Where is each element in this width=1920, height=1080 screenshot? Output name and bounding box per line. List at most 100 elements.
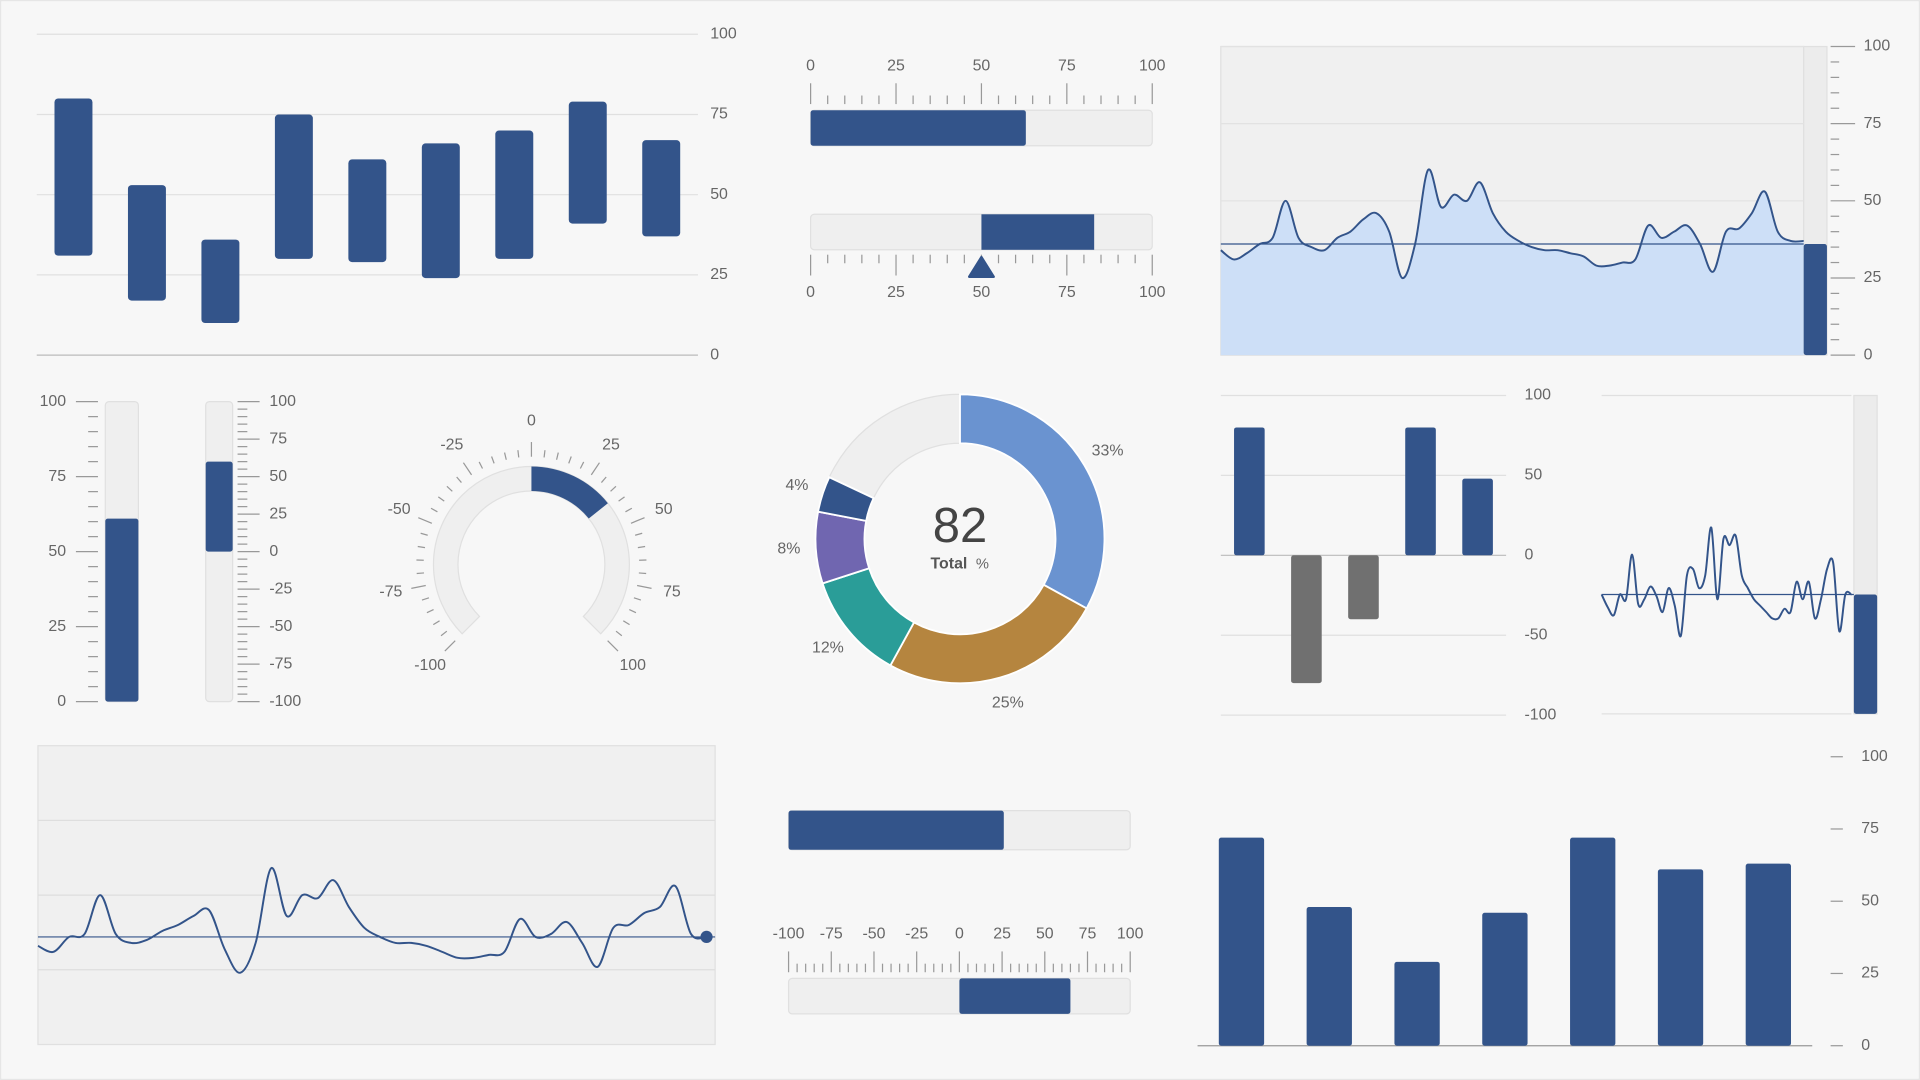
line	[1220, 168, 1804, 279]
donut-total-label: Total	[931, 556, 968, 573]
bar	[1218, 837, 1265, 1046]
tick-mark	[590, 462, 600, 476]
y-tick-label: 100	[269, 393, 296, 410]
x-tick-label: 0	[955, 925, 964, 942]
gauge-value	[105, 518, 139, 702]
tick-mark	[607, 640, 619, 652]
y-tick-label: 25	[269, 505, 287, 522]
x-tick-label: 75	[1079, 925, 1097, 942]
segment-label: 4%	[785, 477, 808, 494]
current-bar	[1853, 594, 1878, 714]
y-tick-label: 75	[1861, 820, 1879, 837]
minor-tick	[432, 620, 440, 626]
minor-tick	[568, 456, 572, 464]
y-tick-label: 0	[710, 346, 719, 363]
y-tick-label: 50	[1861, 892, 1879, 909]
range-bar	[127, 185, 166, 301]
x-tick-label: 75	[1058, 57, 1076, 74]
current-bar	[1803, 244, 1827, 356]
y-tick-label: 50	[269, 468, 287, 485]
tick-label: 75	[663, 584, 681, 601]
tick-mark	[462, 462, 473, 476]
x-tick-label: 50	[973, 57, 991, 74]
y-tick-label: 50	[1524, 467, 1542, 484]
bar	[1348, 555, 1379, 620]
y-tick-label: 100	[1864, 38, 1891, 55]
x-tick-label: 50	[973, 284, 991, 301]
x-tick-label: 50	[1036, 925, 1054, 942]
range-bar	[421, 143, 460, 279]
minor-tick	[440, 630, 448, 637]
minor-tick	[416, 572, 425, 575]
y-tick-label: 75	[710, 106, 728, 123]
donut-total: 82	[933, 499, 987, 553]
minor-tick	[633, 597, 642, 601]
segment-label: 25%	[992, 695, 1024, 712]
bar	[1306, 907, 1352, 1046]
x-tick-label: 75	[1058, 284, 1076, 301]
y-tick-label: 75	[1864, 115, 1882, 132]
minor-tick	[543, 450, 546, 458]
range-bar	[568, 101, 607, 224]
x-tick-label: 100	[1117, 925, 1144, 942]
y-tick-label: -25	[269, 580, 292, 597]
y-tick-label: 100	[1861, 748, 1888, 765]
gauge-pointer	[967, 255, 995, 278]
y-tick-label: 100	[710, 25, 737, 42]
minor-tick	[579, 461, 585, 469]
minor-tick	[417, 545, 426, 549]
bar	[1234, 427, 1265, 556]
segment-label: 8%	[777, 541, 800, 558]
donut-segment	[816, 476, 875, 522]
minor-tick	[618, 496, 625, 502]
y-tick-label: 25	[1861, 965, 1879, 982]
y-tick-label: -50	[1524, 626, 1547, 643]
y-tick-label: 0	[57, 693, 66, 710]
x-tick-label: 100	[1139, 284, 1166, 301]
minor-tick	[634, 532, 643, 536]
x-tick-label: -100	[773, 925, 805, 942]
tick-mark	[636, 584, 652, 589]
y-tick-label: 25	[710, 266, 728, 283]
x-tick-label: 25	[887, 284, 905, 301]
y-tick-label: 0	[1864, 346, 1873, 363]
x-tick-label: -75	[820, 925, 843, 942]
bar	[1570, 837, 1616, 1046]
tick-label: 100	[619, 657, 646, 674]
x-tick-label: -25	[905, 925, 928, 942]
gauge-value	[959, 978, 1071, 1014]
tick-label: 0	[527, 412, 536, 429]
bar	[1405, 427, 1436, 556]
y-tick-label: 25	[48, 618, 66, 635]
y-tick-label: -100	[1524, 706, 1556, 723]
minor-tick	[430, 507, 438, 513]
gauge-value	[531, 466, 608, 519]
minor-tick	[625, 507, 633, 513]
y-tick-label: -50	[269, 618, 292, 635]
tick-label: -50	[388, 501, 411, 518]
minor-tick	[421, 597, 430, 601]
x-tick-label: 100	[1139, 57, 1166, 74]
y-tick-label: 100	[40, 393, 67, 410]
range-bar	[274, 114, 313, 259]
gauge-value	[205, 461, 233, 552]
range-bar	[642, 140, 681, 237]
minor-tick	[622, 620, 630, 626]
minor-tick	[420, 532, 428, 536]
tick-label: -25	[440, 437, 463, 454]
minor-tick	[491, 456, 495, 464]
minor-tick	[615, 630, 623, 637]
y-tick-label: 50	[1864, 192, 1882, 209]
y-tick-label: 75	[48, 468, 66, 485]
range-bar	[54, 98, 93, 256]
y-tick-label: 0	[269, 543, 278, 560]
minor-tick	[478, 461, 484, 469]
y-tick-label: 0	[1524, 547, 1533, 564]
line	[1600, 526, 1852, 638]
gauge-range	[981, 214, 1095, 250]
tick-label: -75	[379, 584, 402, 601]
line	[37, 867, 707, 974]
y-tick-label: 100	[1524, 387, 1551, 404]
segment-label: 33%	[1092, 443, 1124, 460]
minor-tick	[437, 496, 445, 502]
